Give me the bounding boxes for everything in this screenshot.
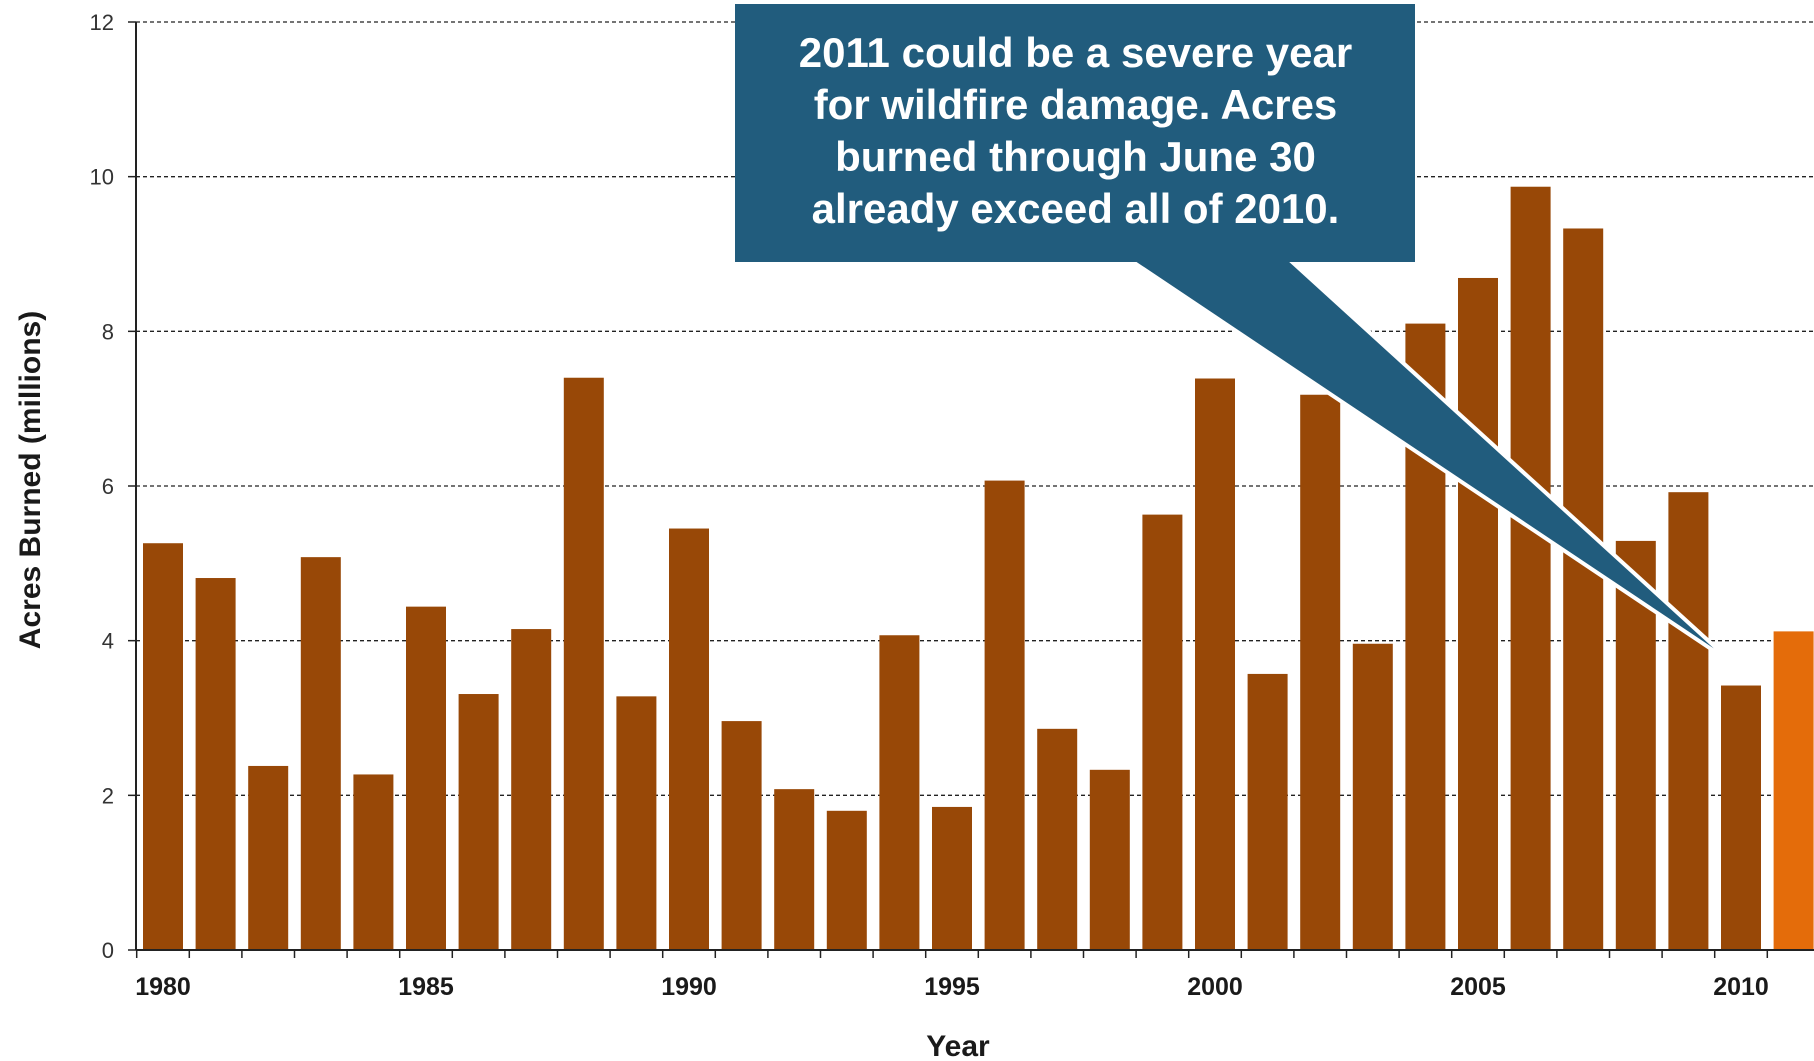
bar-1980 — [143, 543, 183, 950]
y-tick-label: 6 — [102, 474, 114, 499]
bar-2007 — [1563, 228, 1604, 951]
bar-2003 — [1352, 643, 1393, 950]
bar-1983 — [300, 557, 341, 950]
bar-1988 — [563, 377, 604, 950]
bar-2010 — [1721, 685, 1761, 950]
bar-2009 — [1668, 492, 1709, 950]
axes: 0 2 4 6 8 10 12 1980 1985 1990 1995 2000 2005 2010 — [90, 10, 1814, 1001]
x-tick-label: 1985 — [398, 973, 454, 1001]
x-axis-title: Year — [926, 1030, 990, 1061]
bar-1984 — [353, 774, 394, 950]
y-tick-label: 2 — [102, 783, 114, 808]
annotation-text: 2011 could be a severe year for wildfire… — [798, 29, 1353, 232]
bar-2002 — [1300, 394, 1341, 950]
annotation-callout — [735, 4, 1737, 667]
bar-2006 — [1510, 186, 1551, 951]
bar-1996 — [984, 480, 1025, 950]
y-tick-label: 10 — [90, 165, 114, 190]
bar-1982 — [248, 765, 289, 950]
y-tick-label: 12 — [90, 10, 114, 35]
bar-1990 — [669, 528, 709, 950]
bar-1981 — [195, 578, 236, 950]
bar-1986 — [458, 694, 499, 950]
bar-1992 — [774, 789, 815, 950]
bar-2000 — [1195, 378, 1235, 950]
y-axis-title: Acres Burned (millions) — [14, 311, 47, 649]
bar-1985 — [406, 606, 446, 950]
bar-1991 — [721, 721, 762, 950]
y-tick-label: 4 — [102, 629, 114, 654]
bar-1987 — [511, 629, 552, 950]
bars — [143, 186, 1814, 951]
bar-1994 — [879, 635, 920, 950]
bar-1997 — [1037, 728, 1078, 950]
bar-1989 — [616, 696, 657, 950]
bar-2001 — [1247, 673, 1288, 950]
y-tick-label: 8 — [102, 319, 114, 344]
x-tick-label: 1990 — [661, 973, 717, 1001]
y-tick-label: 0 — [102, 938, 114, 963]
bar-2005 — [1458, 277, 1498, 950]
x-tick-label: 2005 — [1450, 973, 1506, 1001]
x-tick-label: 2010 — [1713, 973, 1769, 1001]
bar-1998 — [1089, 769, 1130, 950]
x-tick-label: 1995 — [924, 973, 980, 1001]
x-tick-label: 2000 — [1187, 973, 1243, 1001]
x-tick-label: 1980 — [135, 973, 191, 1001]
bar-1993 — [826, 810, 867, 950]
bar-2011 — [1773, 631, 1814, 950]
bar-1999 — [1142, 514, 1183, 950]
bar-1995 — [932, 806, 972, 950]
callout-box — [735, 4, 1415, 262]
